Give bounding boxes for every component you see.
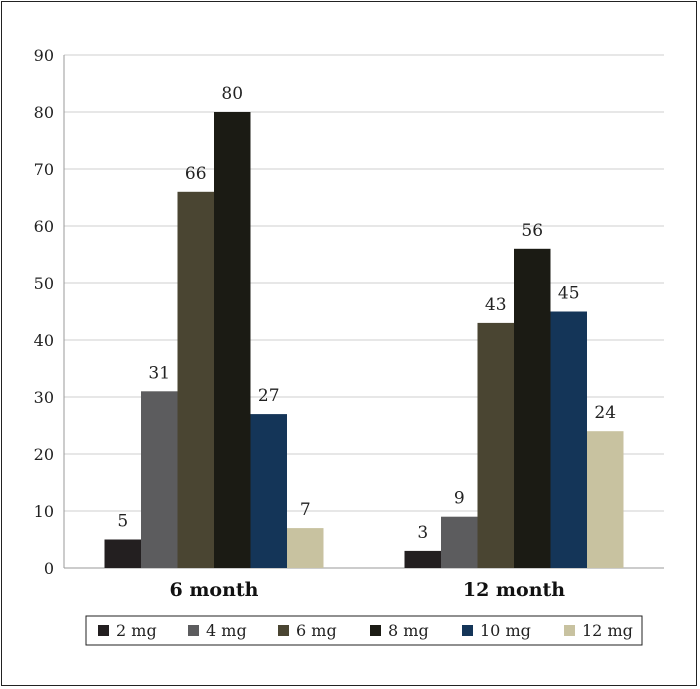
data-label: 5 [117, 512, 128, 532]
legend-swatch [370, 625, 381, 636]
data-label: 56 [521, 221, 543, 241]
bar [104, 539, 141, 568]
bar [587, 431, 624, 568]
y-tick-label: 30 [34, 388, 54, 407]
y-tick-label: 70 [34, 160, 54, 179]
bar [250, 414, 287, 568]
data-labels: 5 31 66 80 27 7 3 9 43 56 45 24 [117, 84, 616, 543]
x-axis: 6 month 12 month [169, 579, 565, 601]
bar [404, 550, 441, 568]
bar [550, 311, 587, 568]
bar [514, 248, 551, 569]
y-tick-label: 10 [34, 502, 54, 521]
y-tick-label: 20 [34, 445, 54, 464]
data-label: 7 [300, 500, 311, 520]
data-label: 43 [485, 295, 507, 315]
bar [214, 112, 251, 568]
legend-swatch [462, 625, 473, 636]
legend: 2 mg 4 mg 6 mg 8 mg 10 mg 12 mg [85, 615, 643, 646]
bar [477, 322, 514, 568]
bar [441, 516, 478, 568]
data-label: 27 [258, 386, 280, 406]
legend-label: 10 mg [480, 621, 531, 640]
legend-label: 12 mg [582, 621, 633, 640]
bar [287, 528, 324, 568]
legend-swatch [278, 625, 289, 636]
legend-label: 4 mg [206, 621, 247, 640]
data-label: 45 [558, 284, 580, 304]
y-tick-label: 90 [34, 46, 54, 65]
y-tick-label: 50 [34, 274, 54, 293]
legend-box [85, 615, 643, 646]
data-label: 24 [594, 403, 616, 423]
y-tick-label: 60 [34, 217, 54, 236]
data-label: 66 [185, 164, 207, 184]
bar [177, 191, 214, 569]
x-category-label: 12 month [463, 579, 565, 601]
y-tick-label: 80 [34, 103, 54, 122]
legend-label: 8 mg [388, 621, 429, 640]
bar [141, 391, 178, 568]
legend-swatch [188, 625, 199, 636]
legend-swatch [98, 625, 109, 636]
y-tick-label: 0 [44, 559, 54, 578]
data-label: 31 [148, 363, 170, 383]
legend-swatch [564, 625, 575, 636]
y-axis: 0 10 20 30 40 50 60 70 80 90 [34, 46, 664, 578]
y-tick-label: 40 [34, 331, 54, 350]
x-category-label: 6 month [169, 579, 258, 601]
legend-label: 2 mg [116, 621, 157, 640]
data-label: 9 [454, 489, 465, 509]
data-label: 3 [417, 523, 428, 543]
legend-label: 6 mg [296, 621, 337, 640]
bars [104, 112, 624, 569]
data-label: 80 [221, 84, 243, 104]
